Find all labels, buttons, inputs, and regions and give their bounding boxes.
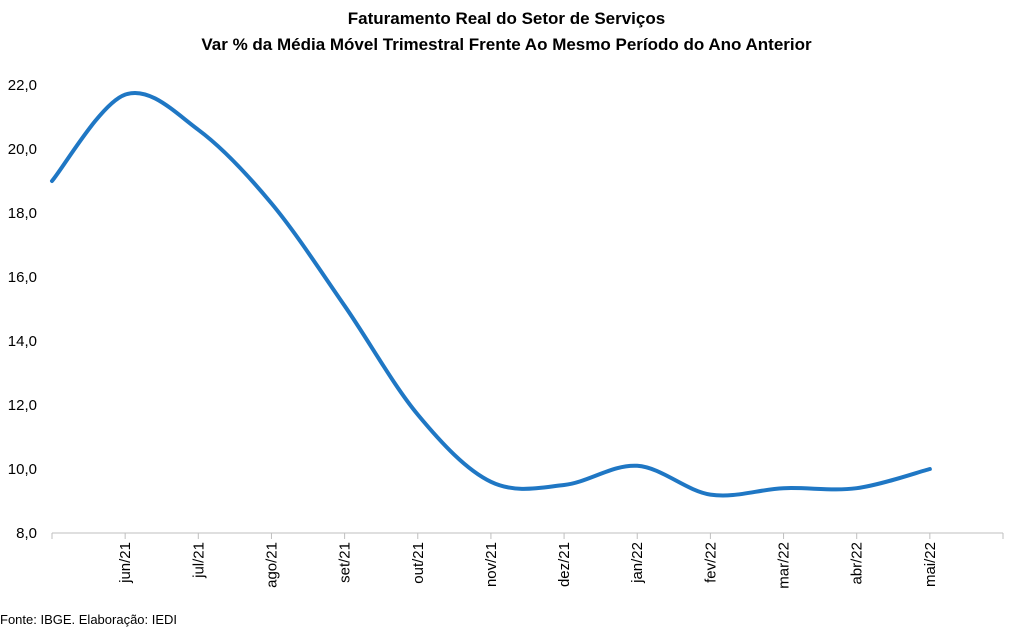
data-point xyxy=(782,486,786,490)
x-tick-label: jan/22 xyxy=(629,542,646,584)
series-line xyxy=(50,91,932,498)
chart-subtitle: Var % da Média Móvel Trimestral Frente A… xyxy=(201,35,812,54)
data-point xyxy=(928,467,932,471)
line-chart: 8,010,012,014,016,018,020,022,0 jun/21 ju… xyxy=(8,77,1004,589)
source-note: Fonte: IBGE. Elaboração: IEDI xyxy=(0,612,178,627)
x-tick-label: set/21 xyxy=(337,542,354,583)
data-point xyxy=(635,464,639,468)
data-point xyxy=(855,486,859,490)
x-tick-label: jul/21 xyxy=(190,542,207,579)
x-axis-ticks: jun/21 jul/21 ago/21 set/21 out/21 nov/21 dez/… xyxy=(117,542,939,589)
data-point xyxy=(123,93,127,97)
x-tick-label: fev/22 xyxy=(702,542,719,583)
y-tick-label: 12,0 xyxy=(8,397,37,414)
x-tick-label: abr/22 xyxy=(849,542,866,585)
x-tick-label: mai/22 xyxy=(922,542,939,587)
x-tick-label: out/21 xyxy=(410,542,427,584)
chart-title: Faturamento Real do Setor de Serviços xyxy=(347,9,666,28)
y-tick-label: 14,0 xyxy=(8,333,37,350)
series-points xyxy=(50,93,932,497)
data-point xyxy=(343,304,347,308)
y-tick-label: 10,0 xyxy=(8,461,37,478)
data-point xyxy=(489,480,493,484)
data-point xyxy=(269,201,273,205)
data-point xyxy=(708,493,712,497)
x-axis-tick-marks xyxy=(51,533,1004,539)
y-tick-label: 20,0 xyxy=(8,141,37,158)
x-tick-label: jun/21 xyxy=(117,542,134,584)
y-tick-label: 8,0 xyxy=(16,525,37,542)
y-tick-label: 22,0 xyxy=(8,77,37,94)
x-tick-label: ago/21 xyxy=(263,542,280,588)
x-tick-label: dez/21 xyxy=(556,542,573,587)
x-tick-label: nov/21 xyxy=(483,542,500,587)
y-tick-label: 18,0 xyxy=(8,205,37,222)
y-tick-label: 16,0 xyxy=(8,269,37,286)
y-axis-ticks: 8,0 10,0 12,0 14,0 16,0 18,0 20,0 22,0 xyxy=(8,77,37,542)
x-tick-label: mar/22 xyxy=(776,542,793,589)
data-point xyxy=(562,483,566,487)
data-point xyxy=(416,413,420,417)
chart-title-block: Faturamento Real do Setor de Serviços Va… xyxy=(0,6,1013,58)
data-point xyxy=(50,179,54,183)
data-point xyxy=(196,128,200,132)
